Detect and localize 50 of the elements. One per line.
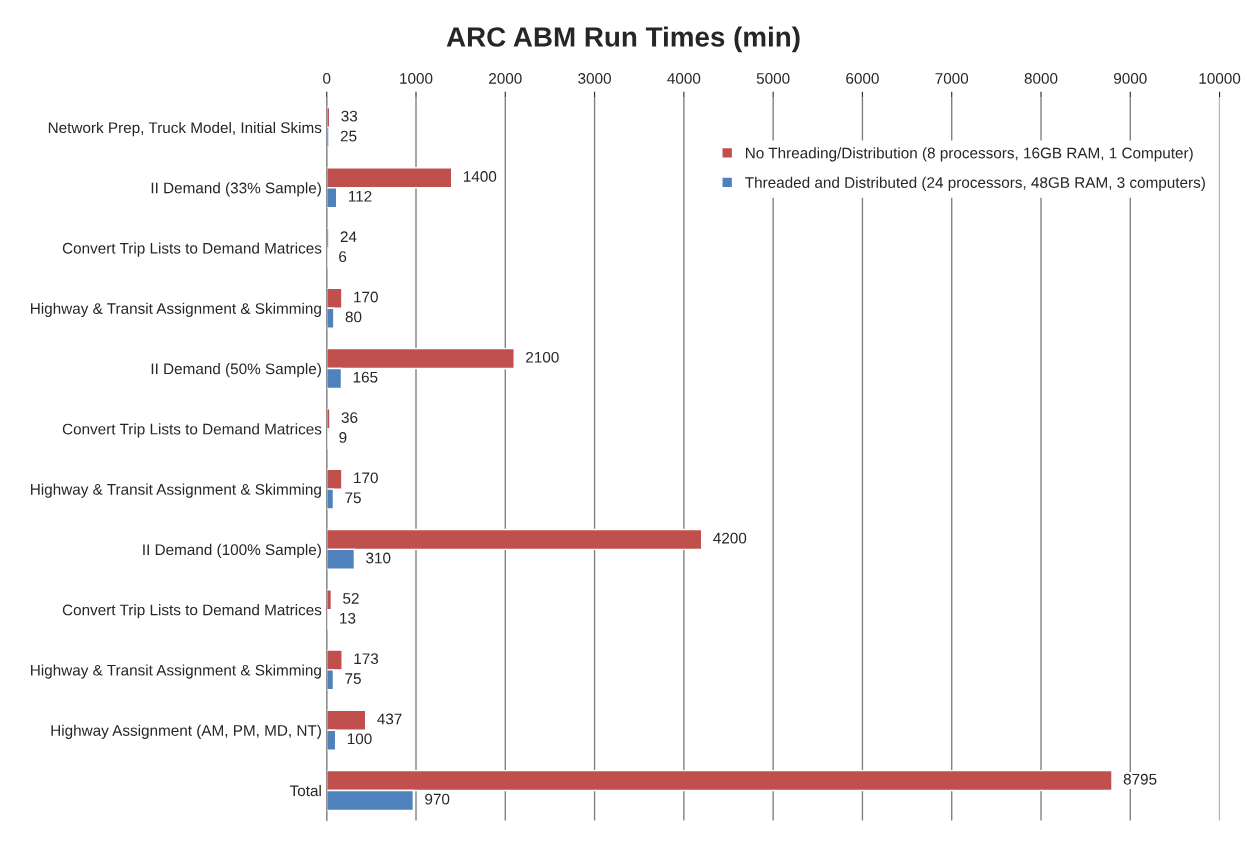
data-label: 4200 bbox=[713, 532, 747, 544]
legend-label: Threaded and Distributed (24 processors, 48GB RAM, 3 computers) bbox=[745, 176, 1205, 191]
x-tick-label: 9000 bbox=[1114, 73, 1147, 84]
x-tick-label: 6000 bbox=[846, 73, 879, 84]
y-tick-label: Convert Trip Lists to Demand Matrices bbox=[62, 423, 322, 438]
data-label: 165 bbox=[353, 371, 378, 383]
y-tick-label: II Demand (50% Sample) bbox=[151, 363, 321, 378]
data-label: 170 bbox=[354, 291, 378, 303]
x-tick-label: 4000 bbox=[667, 73, 701, 84]
data-label: 100 bbox=[347, 733, 372, 745]
data-label: 310 bbox=[366, 552, 391, 564]
legend-label: No Threading/Distribution (8 processors, 16GB RAM, 1 Computer) bbox=[746, 147, 1193, 162]
chart-title: ARC ABM Run Times (min) bbox=[446, 26, 800, 53]
x-tick-label: 1000 bbox=[400, 73, 433, 84]
data-label: 2100 bbox=[526, 351, 559, 363]
data-label: 173 bbox=[354, 653, 379, 665]
y-tick-label: Network Prep, Truck Model, Initial Skims bbox=[48, 121, 322, 137]
y-tick-label: Highway & Transit Assignment & Skimming bbox=[31, 664, 321, 679]
data-label: 80 bbox=[345, 311, 362, 323]
x-tick-label: 3000 bbox=[578, 73, 611, 84]
y-tick-label: Highway & Transit Assignment & Skimming bbox=[31, 302, 321, 317]
data-label: 75 bbox=[345, 673, 361, 684]
x-tick-label: 2000 bbox=[489, 73, 522, 84]
x-tick-label: 7000 bbox=[935, 73, 969, 84]
data-label: 1400 bbox=[463, 171, 497, 182]
data-label: 52 bbox=[343, 592, 359, 604]
x-tick-label: 10000 bbox=[1199, 73, 1241, 84]
y-tick-label: Highway Assignment (AM, PM, MD, NT) bbox=[51, 724, 321, 739]
y-tick-label: II Demand (100% Sample) bbox=[143, 543, 321, 559]
data-label: 33 bbox=[341, 110, 358, 122]
data-label: 6 bbox=[339, 251, 347, 263]
y-tick-label: Total bbox=[289, 784, 321, 797]
data-label: 9 bbox=[339, 432, 347, 443]
data-label: 75 bbox=[345, 492, 361, 504]
data-label: 970 bbox=[425, 793, 450, 805]
data-label: 112 bbox=[348, 190, 372, 202]
x-tick-label: 0 bbox=[323, 73, 331, 84]
y-tick-label: Convert Trip Lists to Demand Matrices bbox=[62, 604, 322, 619]
data-label: 8795 bbox=[1123, 773, 1157, 785]
y-tick-label: Highway & Transit Assignment & Skimming bbox=[31, 483, 321, 498]
y-tick-label: II Demand (33% Sample) bbox=[151, 182, 321, 197]
y-tick-label: Convert Trip Lists to Demand Matrices bbox=[62, 242, 322, 257]
data-label: 25 bbox=[340, 130, 357, 142]
data-label: 24 bbox=[340, 231, 357, 242]
x-tick-label: 5000 bbox=[756, 73, 790, 84]
data-label: 13 bbox=[340, 612, 356, 624]
x-tick-label: 8000 bbox=[1024, 73, 1058, 84]
data-label: 170 bbox=[354, 472, 378, 484]
data-label: 437 bbox=[377, 713, 402, 725]
data-label: 36 bbox=[341, 412, 358, 423]
